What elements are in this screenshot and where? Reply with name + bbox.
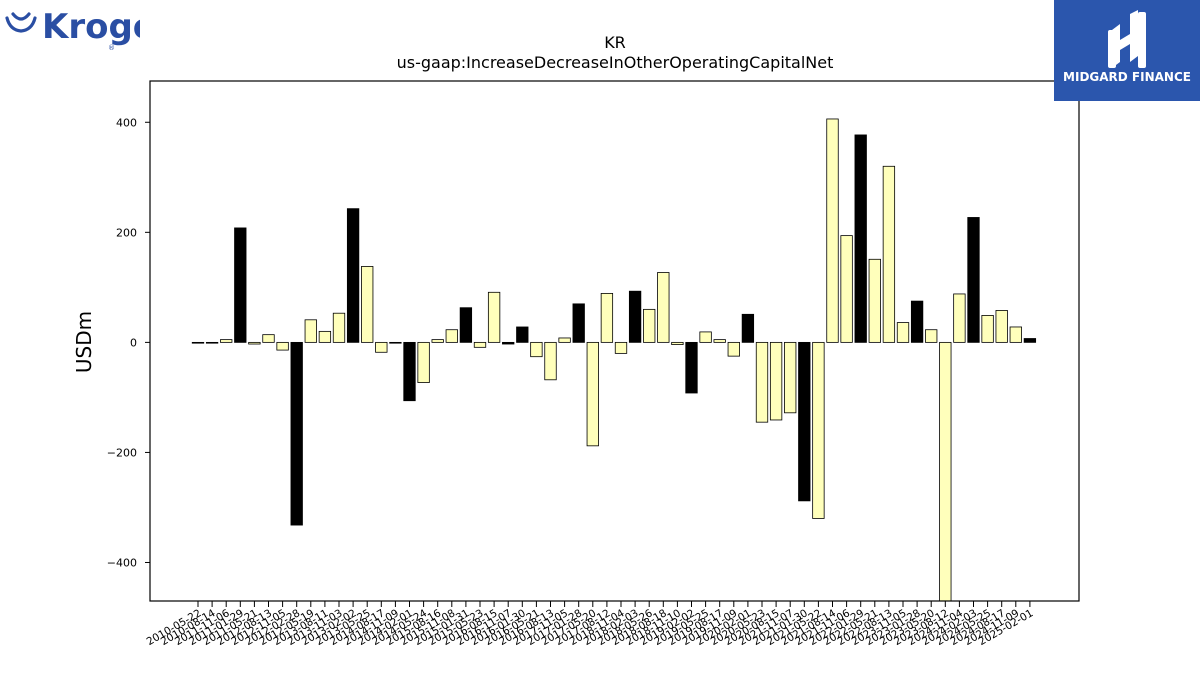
bar [544, 341, 557, 381]
bar [502, 341, 515, 345]
bar [318, 330, 332, 343]
bar [882, 165, 896, 343]
bar [276, 341, 289, 351]
midgard-monogram-icon [1108, 10, 1146, 68]
midgard-logo-background [1054, 0, 1200, 101]
midgard-wordmark: MIDGARD FINANCE [1063, 70, 1191, 84]
chart-subtitle: us-gaap:IncreaseDecreaseInOtherOperating… [397, 53, 834, 72]
bar [925, 329, 938, 343]
x-axis: 2010-05-222010-08-142011-11-062011-01-29… [145, 601, 1035, 648]
y-tick-label: −200 [107, 446, 137, 459]
bar [953, 293, 966, 343]
bar [445, 329, 458, 343]
bar [868, 258, 881, 343]
y-axis-label: USDm [72, 311, 96, 373]
bar [628, 290, 642, 343]
y-axis: −400 −200 0 200 400 [107, 116, 150, 569]
bar [614, 341, 628, 354]
kroger-logo: Kroger ® [4, 4, 173, 54]
midgard-finance-logo: MIDGARD FINANCE [1054, 0, 1200, 101]
bar [713, 339, 726, 343]
bar [473, 341, 487, 348]
bar [826, 118, 839, 343]
bar [346, 208, 360, 343]
bar [699, 331, 712, 343]
bar [741, 313, 755, 343]
kroger-registered-mark: ® [108, 44, 115, 52]
bar [248, 341, 261, 345]
y-tick-label: 200 [116, 226, 137, 239]
bar [1023, 338, 1037, 343]
bar [234, 227, 247, 343]
bar [981, 315, 994, 343]
kroger-wordmark: Kroger [42, 7, 140, 47]
bar [487, 291, 501, 343]
bar [840, 235, 853, 343]
bar [755, 341, 769, 423]
bar [798, 341, 811, 502]
bar [431, 339, 444, 343]
bar [205, 341, 219, 344]
bar [375, 341, 388, 353]
plot-frame [149, 80, 1080, 602]
bar [403, 341, 416, 402]
bar [572, 303, 585, 343]
bar [727, 341, 740, 357]
kroger-mark-icon [5, 12, 37, 33]
bar [910, 300, 924, 343]
bar [967, 217, 980, 343]
y-tick-label: −400 [107, 556, 137, 569]
bar [671, 341, 684, 345]
bar [784, 341, 797, 414]
y-tick-label: 0 [130, 336, 137, 349]
bar [389, 341, 402, 344]
bar [685, 341, 698, 394]
bar [769, 341, 783, 421]
bar [896, 322, 910, 343]
bar [657, 272, 670, 343]
bar [332, 312, 346, 343]
bars-group [191, 118, 1037, 602]
bar [586, 341, 599, 447]
bar [643, 308, 656, 343]
bar [459, 307, 473, 343]
bar [995, 310, 1008, 343]
y-tick-label: 400 [116, 116, 137, 129]
bar [417, 341, 430, 383]
bar [812, 341, 825, 519]
bar [516, 326, 529, 343]
bar [290, 341, 303, 526]
bar [854, 134, 867, 343]
bar [939, 341, 952, 602]
bar [600, 292, 614, 343]
bar [361, 266, 374, 343]
bar [1009, 326, 1022, 343]
bar [262, 334, 275, 343]
bar [558, 337, 571, 343]
bar [191, 341, 205, 344]
bar [220, 339, 233, 343]
bar [304, 319, 317, 343]
bar [530, 341, 543, 358]
chart-title: KR [604, 33, 626, 52]
